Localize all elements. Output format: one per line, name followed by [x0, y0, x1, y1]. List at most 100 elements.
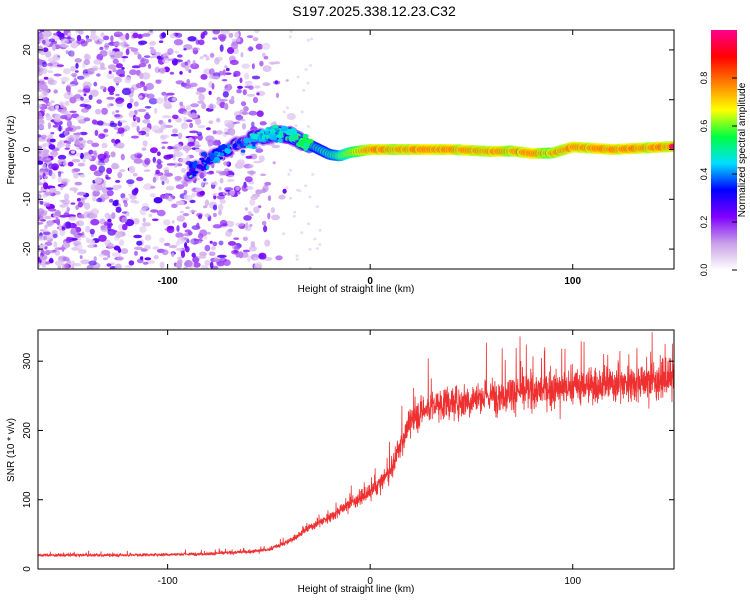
spectrogram-ridge-blob: [205, 165, 209, 170]
snr-panel: -100 0 100 0 100 200 300 Height of straight l…: [6, 329, 675, 595]
spectrogram-noise-blob: [142, 217, 146, 223]
spectrogram-noise-blob: [190, 63, 200, 70]
spectrogram-noise-blob: [218, 240, 224, 246]
spectrogram-noise-blob: [250, 241, 256, 248]
spectrogram-noise-blob: [133, 234, 143, 239]
spectrogram-noise-blob: [44, 175, 48, 180]
spectrogram-noise-blob: [89, 228, 95, 235]
spectrogram-noise-blob: [160, 174, 168, 181]
spectrogram-noise-blob: [226, 120, 234, 124]
spectrogram-noise-blob: [179, 101, 184, 107]
spectrogram-noise-blob: [117, 184, 122, 189]
spectrogram-noise-blob: [191, 47, 201, 51]
spectrogram-noise-blob: [96, 73, 101, 77]
spectrogram-noise-blob: [230, 41, 239, 50]
spectrogram-noise-blob: [115, 231, 122, 239]
spectrogram-noise-blob: [64, 100, 70, 107]
spectrogram-noise-blob: [141, 72, 151, 80]
snr-x-tick-label: 0: [367, 576, 373, 587]
spectrogram-noise-blob: [61, 263, 70, 269]
spectrogram-noise-blob: [199, 229, 208, 237]
spectrogram-noise-blob: [131, 121, 138, 128]
spectrogram-noise-blob: [77, 233, 84, 236]
spectrogram-noise-blob: [60, 184, 65, 189]
spectrogram-noise-blob: [70, 227, 77, 235]
spectrogram-noise-blob: [115, 93, 120, 97]
spectrogram-noise-blob: [132, 32, 139, 39]
spectrogram-noise-blob: [106, 189, 114, 197]
spectrogram-noise-blob: [43, 215, 52, 220]
spectrogram-noise-blob: [164, 169, 170, 174]
spectrogram-ridge-blob: [265, 130, 269, 135]
spectrogram-noise-blob: [132, 172, 138, 177]
spectrogram-noise-blob: [168, 245, 178, 249]
spectrogram-noise-blob: [71, 247, 80, 251]
snr-y-axis: 0 100 200 300: [22, 352, 674, 572]
spectrogram-noise-blob: [44, 224, 52, 228]
colorbar-tick-label: 0.4: [699, 168, 709, 181]
spectrogram-noise-blob: [197, 100, 205, 104]
spectrogram-noise-blob: [144, 113, 151, 120]
spectrogram-noise-blob: [219, 35, 226, 42]
spectrogram-noise-blob: [306, 125, 311, 128]
spectrogram-noise-blob: [67, 32, 72, 36]
spectrogram-noise-blob: [308, 195, 312, 199]
spectrogram-noise-blob: [182, 111, 191, 116]
spectrogram-noise-blob: [76, 191, 86, 196]
spectrogram-noise-blob: [261, 52, 266, 58]
spectrogram-noise-blob: [53, 116, 62, 123]
spectrogram-noise-blob: [65, 221, 72, 229]
spectrogram-noise-blob: [192, 262, 201, 268]
spectrogram-noise-blob: [73, 94, 82, 99]
spectrogram-noise-blob: [240, 118, 246, 122]
spectrogram-noise-blob: [94, 244, 98, 248]
spectrogram-noise-blob: [38, 95, 44, 100]
spectrogram-noise-blob: [172, 114, 179, 120]
spectrogram-noise-blob: [288, 168, 293, 172]
spectrogram-noise-blob: [173, 39, 184, 46]
spectrogram-noise-blob: [224, 72, 232, 75]
snr-y-tick-label: 200: [22, 422, 33, 439]
spectrogram-noise-blob: [144, 106, 152, 109]
spectrogram-noise-blob: [80, 259, 90, 265]
spectrogram-noise-blob: [66, 120, 72, 128]
spectrogram-noise-blob: [49, 151, 59, 156]
spectrogram-noise-blob: [157, 209, 166, 217]
spectrogram-noise-blob: [252, 96, 259, 104]
spectrogram-noise-blob: [146, 93, 155, 99]
spectrogram-noise-blob: [57, 160, 62, 166]
spectrogram-noise-blob: [304, 184, 308, 188]
spectrogram-noise-blob: [171, 97, 177, 102]
spectrogram-noise-blob: [241, 184, 249, 192]
spectrogram-noise-blob: [275, 255, 283, 261]
spectrogram-noise-blob: [98, 253, 105, 257]
spectrogram-noise-blob: [157, 151, 161, 156]
spectrogram-ridge-blob: [272, 124, 279, 129]
spectrogram-noise-blob: [82, 157, 86, 163]
spectrogram-noise-blob: [274, 80, 278, 85]
spectrogram-noise-blob: [261, 42, 271, 50]
spectrogram-noise-blob: [166, 163, 176, 166]
spectrogram-ridge-blob: [298, 139, 302, 145]
spectrogram-noise-blob: [204, 244, 211, 252]
spectrogram-noise-blob: [107, 64, 117, 70]
spectrogram-noise-blob: [112, 200, 119, 207]
spectrogram-noise-blob: [45, 115, 52, 121]
spectrogram-noise-blob: [47, 62, 53, 67]
spectrogram-noise-blob: [306, 38, 310, 42]
spectrogram-noise-blob: [90, 218, 100, 226]
spectrogram-noise-blob: [184, 259, 193, 268]
spectrogram-noise-blob: [244, 72, 250, 80]
spectrogram-noise-blob: [318, 243, 322, 246]
snr-y-label: SNR (10 * v/v): [6, 418, 17, 482]
spectrogram-noise-blob: [38, 45, 44, 53]
spectrogram-noise-blob: [69, 110, 77, 114]
spectrogram-noise-blob: [204, 259, 211, 266]
spectrogram-noise-blob: [88, 94, 93, 101]
spectrogram-noise-blob: [71, 169, 75, 174]
spectrogram-noise-blob: [87, 67, 95, 75]
spectrogram-noise-blob: [39, 30, 45, 33]
spectrogram-noise-blob: [233, 245, 241, 251]
spectrogram-noise-blob: [146, 260, 156, 264]
spectrogram-noise-blob: [42, 147, 46, 152]
